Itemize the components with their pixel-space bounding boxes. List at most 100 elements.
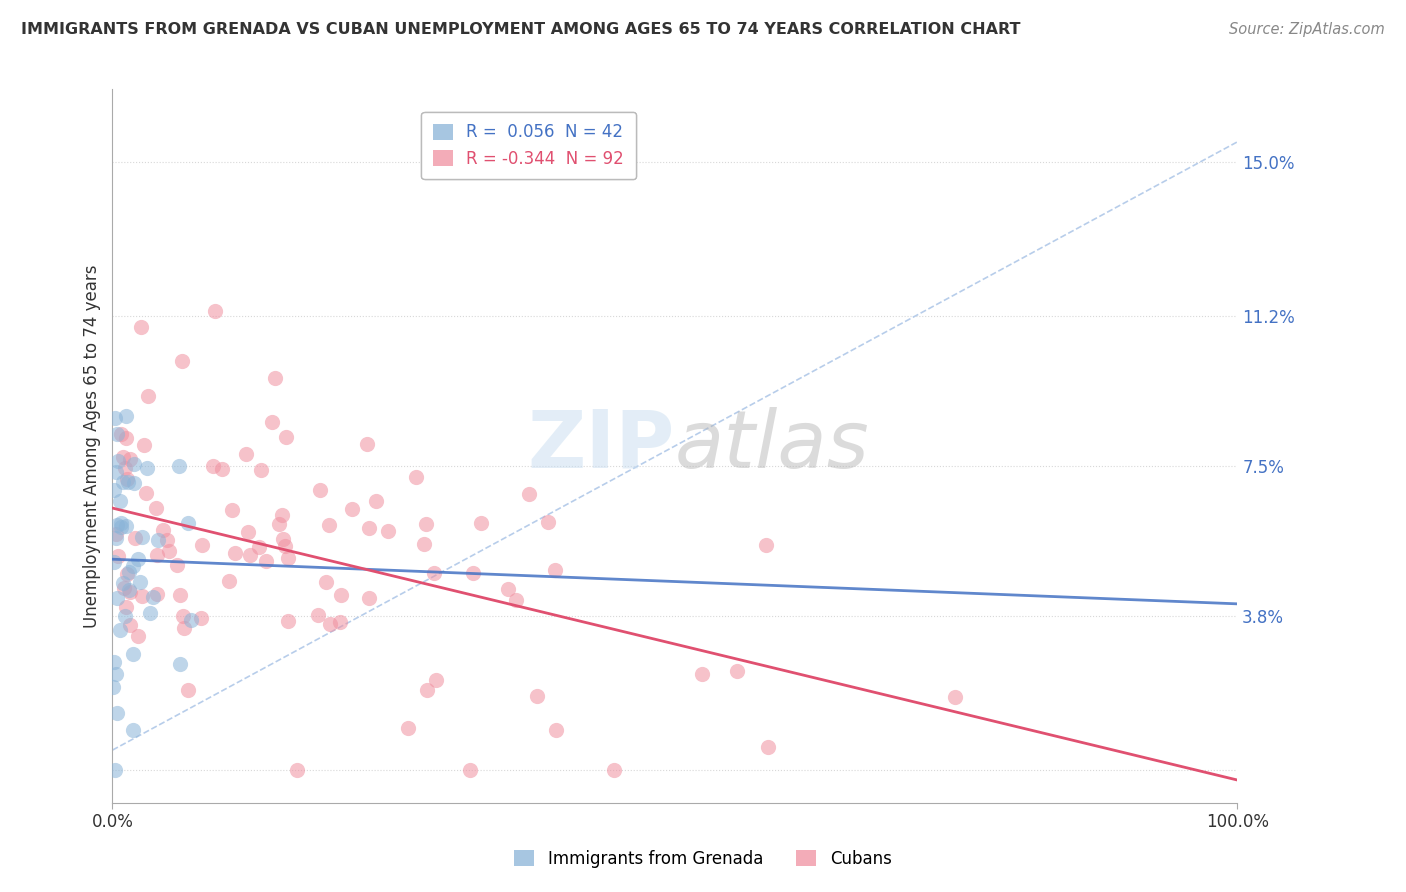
Cubans [250, 463, 273, 477]
Cubans [307, 608, 329, 623]
Immigrants from Grenada [110, 516, 132, 531]
Immigrants from Grenada [127, 551, 149, 566]
Cubans [156, 533, 179, 547]
Immigrants from Grenada [103, 483, 125, 497]
Cubans [357, 591, 380, 605]
Cubans [461, 566, 484, 581]
Cubans [146, 587, 169, 601]
Cubans [315, 574, 337, 589]
Cubans [755, 538, 778, 552]
Cubans [517, 487, 540, 501]
Cubans [425, 673, 447, 687]
Cubans [218, 574, 240, 588]
Immigrants from Grenada [169, 657, 191, 672]
Cubans [318, 518, 340, 533]
Immigrants from Grenada [122, 558, 145, 573]
Cubans [725, 664, 748, 678]
Immigrants from Grenada [117, 475, 139, 490]
Cubans [124, 532, 146, 546]
Cubans [204, 304, 226, 318]
Cubans [118, 451, 141, 466]
Immigrants from Grenada [131, 530, 153, 544]
Cubans [177, 683, 200, 698]
Cubans [398, 721, 420, 735]
Cubans [110, 427, 132, 442]
Immigrants from Grenada [103, 555, 125, 569]
Immigrants from Grenada [114, 409, 136, 423]
Cubans [544, 563, 567, 577]
Cubans [274, 539, 297, 553]
Cubans [152, 524, 174, 538]
Cubans [544, 723, 567, 737]
Cubans [172, 609, 194, 624]
Cubans [277, 551, 299, 566]
Cubans [104, 527, 127, 541]
Cubans [308, 483, 330, 498]
Immigrants from Grenada [112, 475, 135, 489]
Immigrants from Grenada [110, 624, 132, 638]
Immigrants from Grenada [111, 576, 134, 591]
Cubans [254, 554, 277, 568]
Cubans [690, 666, 713, 681]
Cubans [236, 525, 259, 540]
Immigrants from Grenada [114, 608, 136, 623]
Cubans [118, 585, 141, 599]
Cubans [235, 447, 257, 461]
Cubans [377, 524, 399, 538]
Text: IMMIGRANTS FROM GRENADA VS CUBAN UNEMPLOYMENT AMONG AGES 65 TO 74 YEARS CORRELAT: IMMIGRANTS FROM GRENADA VS CUBAN UNEMPLO… [21, 22, 1021, 37]
Cubans [943, 690, 966, 704]
Immigrants from Grenada [115, 519, 138, 533]
Cubans [416, 683, 439, 698]
Cubans [115, 431, 138, 445]
Cubans [498, 582, 520, 596]
Immigrants from Grenada [169, 458, 191, 473]
Immigrants from Grenada [121, 647, 143, 661]
Immigrants from Grenada [122, 475, 145, 490]
Immigrants from Grenada [104, 764, 127, 778]
Cubans [131, 589, 153, 603]
Cubans [260, 415, 283, 429]
Cubans [159, 544, 181, 558]
Cubans [359, 521, 381, 535]
Cubans [319, 617, 342, 632]
Cubans [114, 461, 136, 475]
Immigrants from Grenada [136, 461, 159, 475]
Cubans [330, 588, 353, 602]
Cubans [340, 502, 363, 516]
Cubans [470, 516, 492, 530]
Cubans [269, 516, 291, 531]
Cubans [211, 462, 233, 476]
Immigrants from Grenada [138, 606, 160, 620]
Immigrants from Grenada [105, 427, 128, 442]
Legend: R =  0.056  N = 42, R = -0.344  N = 92: R = 0.056 N = 42, R = -0.344 N = 92 [422, 112, 636, 179]
Immigrants from Grenada [110, 494, 132, 508]
Cubans [112, 450, 135, 465]
Cubans [129, 320, 152, 334]
Cubans [166, 558, 188, 572]
Cubans [173, 621, 195, 635]
Immigrants from Grenada [142, 590, 165, 604]
Cubans [115, 599, 138, 614]
Immigrants from Grenada [122, 457, 145, 471]
Cubans [460, 764, 482, 778]
Text: Source: ZipAtlas.com: Source: ZipAtlas.com [1229, 22, 1385, 37]
Cubans [120, 618, 142, 632]
Immigrants from Grenada [107, 591, 129, 606]
Immigrants from Grenada [122, 723, 145, 738]
Cubans [264, 370, 287, 384]
Cubans [271, 508, 294, 523]
Immigrants from Grenada [101, 681, 124, 695]
Cubans [190, 611, 212, 625]
Cubans [537, 515, 560, 529]
Cubans [505, 593, 527, 607]
Cubans [169, 588, 191, 602]
Immigrants from Grenada [104, 411, 127, 425]
Cubans [136, 389, 159, 403]
Cubans [247, 541, 270, 555]
Y-axis label: Unemployment Among Ages 65 to 74 years: Unemployment Among Ages 65 to 74 years [83, 264, 101, 628]
Immigrants from Grenada [129, 575, 152, 590]
Cubans [329, 615, 352, 630]
Cubans [364, 494, 387, 508]
Immigrants from Grenada [110, 519, 132, 533]
Cubans [127, 629, 149, 643]
